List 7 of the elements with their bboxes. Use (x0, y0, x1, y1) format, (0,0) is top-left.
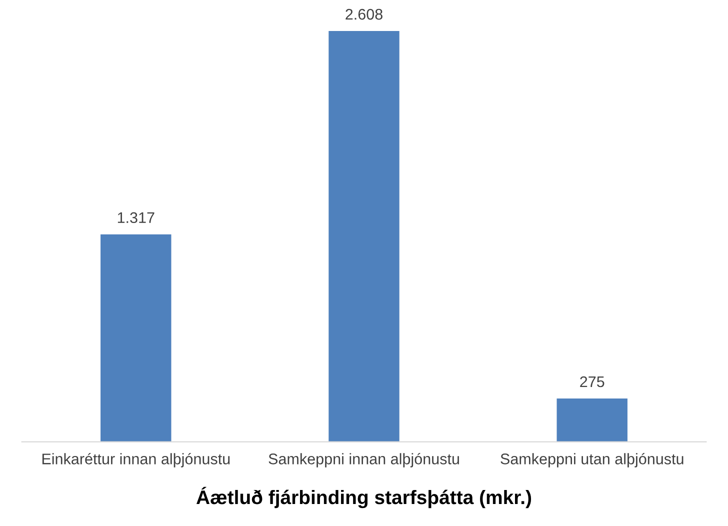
x-axis-title: Áætluð fjárbinding starfsþátta (mkr.) (196, 486, 532, 508)
x-tick-label: Samkeppni innan alþjónustu (268, 452, 459, 468)
data-label: 275 (580, 376, 604, 388)
data-label: 1.317 (118, 212, 154, 224)
data-label: 2.608 (346, 8, 382, 20)
x-tick-label: Einkaréttur innan alþjónustu (42, 452, 230, 468)
x-tick-label: Samkeppni utan alþjónustu (500, 452, 684, 468)
